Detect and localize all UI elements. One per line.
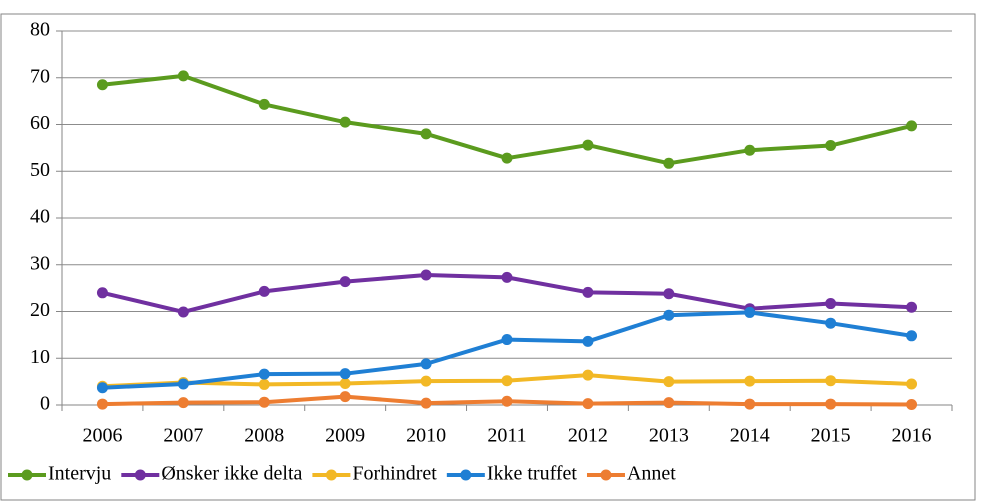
data-point [825, 398, 837, 410]
data-point [177, 378, 189, 390]
data-point [906, 399, 918, 411]
data-point [663, 157, 675, 169]
x-tick-label: 2012 [568, 425, 608, 447]
y-tick-label: 10 [30, 346, 50, 368]
data-point [582, 335, 594, 347]
data-point [258, 368, 270, 380]
data-point [906, 120, 918, 132]
data-point [663, 288, 675, 300]
y-tick-label: 80 [30, 19, 50, 41]
legend-label: Forhindret [352, 463, 437, 485]
data-point [906, 330, 918, 342]
data-point [258, 285, 270, 297]
legend-item: Ikke truffet [446, 463, 578, 485]
data-point [501, 375, 513, 387]
data-point [258, 98, 270, 110]
data-point [501, 395, 513, 407]
data-point [906, 301, 918, 313]
data-point [339, 377, 351, 389]
data-point [258, 378, 270, 390]
data-point [177, 70, 189, 82]
data-point [339, 276, 351, 288]
data-point [582, 369, 594, 381]
data-point [96, 79, 108, 91]
legend-marker [325, 469, 337, 481]
data-point [339, 116, 351, 128]
data-point [825, 140, 837, 152]
legend-item: Ønsker ikke delta [121, 463, 303, 485]
legend-label: Annet [627, 463, 676, 485]
x-tick-label: 2011 [487, 425, 526, 447]
y-tick-label: 60 [30, 112, 50, 134]
data-point [663, 309, 675, 321]
data-point [177, 397, 189, 409]
data-point [96, 287, 108, 299]
data-point [420, 375, 432, 387]
y-tick-label: 30 [30, 252, 50, 274]
x-tick-label: 2016 [892, 425, 932, 447]
data-point [339, 368, 351, 380]
data-point [96, 398, 108, 410]
legend-label: Ønsker ikke delta [161, 463, 302, 485]
x-tick-label: 2010 [406, 425, 446, 447]
x-tick-label: 2007 [163, 425, 203, 447]
legend-label: Intervju [48, 463, 111, 485]
legend-item: Forhindret [312, 463, 437, 485]
data-point [501, 334, 513, 346]
y-tick-label: 20 [30, 299, 50, 321]
y-tick-label: 50 [30, 159, 50, 181]
data-point [177, 306, 189, 318]
data-point [744, 398, 756, 410]
legend-item: Annet [586, 463, 676, 485]
data-point [420, 358, 432, 370]
y-tick-label: 40 [30, 206, 50, 228]
y-tick-label: 70 [30, 65, 50, 87]
data-point [582, 139, 594, 151]
legend-item: Intervju [8, 463, 111, 485]
x-tick-label: 2014 [730, 425, 770, 447]
data-point [906, 378, 918, 390]
data-point [501, 271, 513, 283]
x-tick-label: 2006 [82, 425, 122, 447]
data-point [663, 376, 675, 388]
data-point [744, 306, 756, 318]
data-point [501, 152, 513, 164]
legend-label: Ikke truffet [487, 463, 578, 485]
data-point [825, 375, 837, 387]
x-tick-label: 2008 [244, 425, 284, 447]
legend-marker [21, 469, 33, 481]
legend-marker [134, 469, 146, 481]
data-point [582, 398, 594, 410]
x-tick-label: 2013 [649, 425, 689, 447]
data-point [582, 286, 594, 298]
y-tick-label: 0 [40, 393, 50, 415]
data-point [420, 128, 432, 140]
data-point [744, 144, 756, 156]
legend-marker [460, 469, 472, 481]
data-point [663, 397, 675, 409]
data-point [825, 298, 837, 310]
x-tick-label: 2009 [325, 425, 365, 447]
data-point [825, 317, 837, 329]
data-point [96, 382, 108, 394]
data-point [420, 269, 432, 281]
legend-marker [600, 469, 612, 481]
data-point [339, 391, 351, 403]
data-point [744, 375, 756, 387]
x-tick-label: 2015 [811, 425, 851, 447]
data-point [420, 397, 432, 409]
data-point [258, 396, 270, 408]
chart-frame [0, 13, 976, 501]
series-line [102, 73, 913, 166]
